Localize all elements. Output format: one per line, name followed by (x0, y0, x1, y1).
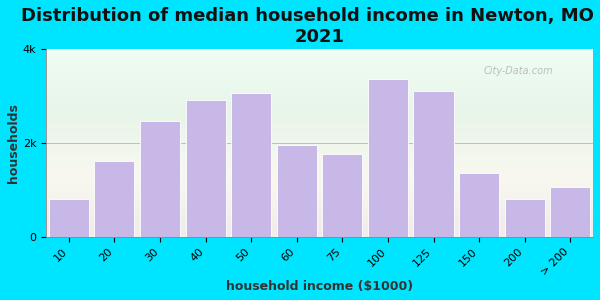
Text: City-Data.com: City-Data.com (484, 66, 553, 76)
Y-axis label: households: households (7, 103, 20, 182)
X-axis label: household income ($1000): household income ($1000) (226, 280, 413, 293)
Bar (550, 187, 590, 236)
Bar (322, 154, 362, 236)
Bar (368, 79, 408, 236)
Bar (277, 145, 317, 236)
Bar (459, 173, 499, 236)
Bar (94, 161, 134, 236)
Bar (185, 100, 226, 236)
Title: Distribution of median household income in Newton, MO in
2021: Distribution of median household income … (20, 7, 600, 46)
Bar (505, 199, 545, 236)
Bar (413, 91, 454, 236)
Bar (231, 93, 271, 236)
Bar (140, 122, 180, 236)
Bar (49, 199, 89, 236)
